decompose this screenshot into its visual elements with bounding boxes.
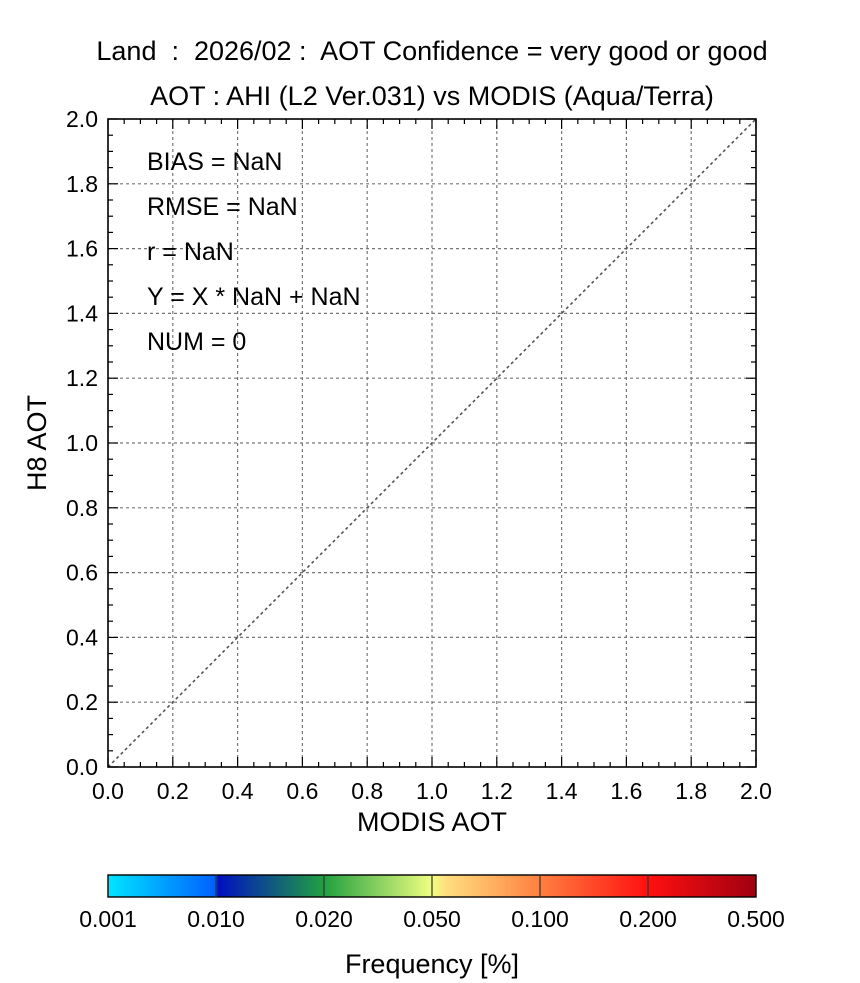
stat-line: BIAS = NaN (147, 148, 282, 176)
y-tick-label: 1.4 (66, 300, 98, 326)
colorbar-tick-label: 0.100 (511, 906, 569, 932)
y-tick-label: 0.0 (66, 754, 98, 780)
x-tick-label: 1.2 (481, 778, 513, 804)
x-tick-label: 1.0 (416, 778, 448, 804)
colorbar-tick-label: 0.010 (187, 906, 245, 932)
y-tick-label: 1.2 (66, 365, 98, 391)
chart-title-line1: Land : 2026/02 : AOT Confidence = very g… (96, 36, 767, 66)
stat-line: NUM = 0 (147, 328, 246, 356)
y-tick-label: 2.0 (66, 106, 98, 132)
x-tick-label: 0.8 (351, 778, 383, 804)
chart-title-line2: AOT : AHI (L2 Ver.031) vs MODIS (Aqua/Te… (150, 81, 714, 111)
stat-line: r = NaN (147, 238, 234, 266)
colorbar-tick-label: 0.200 (619, 906, 677, 932)
colorbar-tick-label: 0.500 (727, 906, 785, 932)
x-tick-label: 0.0 (92, 778, 124, 804)
minor-ticks (107, 118, 757, 768)
y-tick-label: 1.6 (66, 236, 98, 262)
colorbar-tick-label: 0.050 (403, 906, 461, 932)
y-tick-label: 0.2 (66, 689, 98, 715)
stat-line: Y = X * NaN + NaN (147, 283, 361, 311)
x-axis-label: MODIS AOT (357, 807, 507, 837)
y-axis-label: H8 AOT (22, 395, 52, 491)
colorbar-tick-label: 0.020 (295, 906, 353, 932)
y-tick-label: 1.8 (66, 171, 98, 197)
y-tick-label: 0.8 (66, 495, 98, 521)
y-tick-labels: 0.0 0.2 0.4 0.6 0.8 1.0 1.2 1.4 1.6 1.8 2.0 (66, 106, 98, 780)
stat-line: RMSE = NaN (147, 193, 298, 221)
x-tick-label: 0.4 (222, 778, 254, 804)
colorbar-label: Frequency [%] (345, 949, 519, 979)
colorbar-tick-label: 0.001 (79, 906, 137, 932)
x-tick-label: 1.4 (546, 778, 578, 804)
y-tick-label: 1.0 (66, 430, 98, 456)
one-to-one-reference-line (107, 118, 757, 768)
x-tick-labels: 0.0 0.2 0.4 0.6 0.8 1.0 1.2 1.4 1.6 1.8 2.0 (92, 778, 772, 804)
statistics-annotations: BIAS = NaN RMSE = NaN r = NaN Y = X * NaN +… (147, 148, 361, 356)
colorbar-tick-labels: 0.001 0.010 0.020 0.050 0.100 0.200 0.500 (79, 875, 785, 932)
x-tick-label: 0.6 (286, 778, 318, 804)
y-tick-label: 0.4 (66, 624, 98, 650)
x-tick-label: 2.0 (740, 778, 772, 804)
x-tick-label: 1.8 (675, 778, 707, 804)
x-tick-label: 1.6 (610, 778, 642, 804)
x-tick-label: 0.2 (157, 778, 189, 804)
y-tick-label: 0.6 (66, 560, 98, 586)
